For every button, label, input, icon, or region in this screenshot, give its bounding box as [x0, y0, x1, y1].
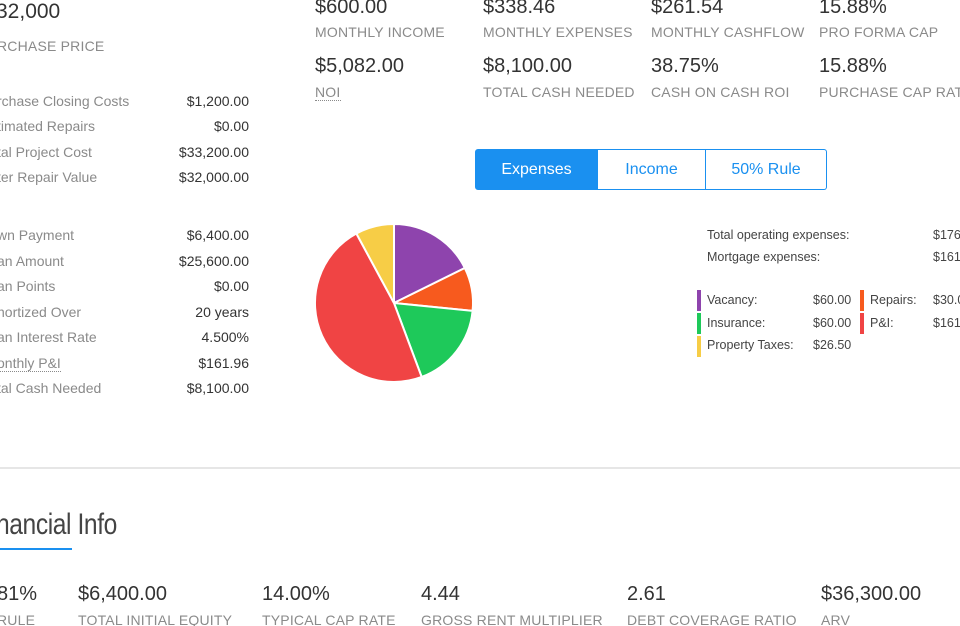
vacancy-legend-swatch [697, 290, 701, 311]
repairs-legend-swatch [860, 290, 864, 311]
monthly-income-value: $600.00 [315, 0, 388, 18]
property-taxes-legend-label: Property Taxes: [707, 338, 794, 352]
purchase-cap-rate-value: 15.88% [819, 55, 887, 77]
loan-points-label: an Points [0, 278, 56, 294]
purchase-price-value: 32,000 [0, 0, 61, 23]
noi-label[interactable]: NOI [315, 84, 341, 101]
after-repair-value-label: ter Repair Value [0, 169, 98, 185]
cash-on-cash-roi-value: 38.75% [651, 55, 719, 77]
vacancy-legend-value: $60.00 [813, 293, 852, 307]
total-operating-expenses-value: $176 [933, 228, 960, 242]
after-repair-value-value: $32,000.00 [178, 169, 249, 185]
debt-coverage-ratio-label: DEBT COVERAGE RATIO [627, 612, 797, 626]
estimated-repairs-label: timated Repairs [0, 118, 96, 134]
monthly-pi-value: $161.96 [198, 355, 249, 371]
purchase-cap-rate-label: PURCHASE CAP RATE [819, 84, 960, 100]
loan-interest-rate-label: an Interest Rate [0, 329, 97, 345]
typical-cap-rate-value: 14.00% [262, 583, 330, 605]
pro-forma-cap-label: PRO FORMA CAP [819, 24, 939, 40]
vacancy-legend-label: Vacancy: [707, 293, 758, 307]
cash-on-cash-roi-label[interactable]: CASH ON CASH ROI [651, 84, 790, 100]
rule-label: RULE [0, 612, 36, 626]
total-project-cost-value: $33,200.00 [178, 144, 249, 160]
loan-points-value: $0.00 [213, 278, 249, 294]
insurance-legend-value: $60.00 [813, 316, 852, 330]
loan-interest-rate-value: 4.500% [201, 329, 249, 345]
pi-legend-label: P&I: [870, 316, 894, 330]
monthly-cashflow-value: $261.54 [651, 0, 724, 18]
debt-coverage-ratio-value: 2.61 [627, 583, 666, 605]
total-operating-expenses-label: Total operating expenses: [707, 228, 850, 242]
total-initial-equity-value: $6,400.00 [78, 583, 167, 605]
pie-slice-vacancy[interactable] [393, 222, 467, 305]
estimated-repairs-value: $0.00 [213, 118, 249, 134]
closing-costs-label: rchase Closing Costs [0, 93, 130, 109]
noi-value: $5,082.00 [315, 55, 404, 77]
pro-forma-cap-value: 15.88% [819, 0, 887, 18]
section-divider [0, 467, 960, 469]
typical-cap-rate-label: TYPICAL CAP RATE [262, 612, 396, 626]
monthly-cashflow-label: MONTHLY CASHFLOW [651, 24, 805, 40]
repairs-legend-label: Repairs: [870, 293, 917, 307]
total-cash-needed-row-label: tal Cash Needed [0, 380, 102, 396]
gross-rent-multiplier-value: 4.44 [421, 583, 460, 605]
heading-underline [0, 548, 72, 550]
tab-income[interactable]: Income [598, 149, 706, 190]
insurance-legend-label: Insurance: [707, 316, 766, 330]
arv-label: ARV [821, 612, 851, 626]
amortized-over-label: nortized Over [0, 304, 82, 320]
financial-info-heading: nancial Info [0, 508, 117, 541]
insurance-legend-swatch [697, 313, 701, 334]
pie-slice-property-taxes[interactable] [355, 222, 395, 304]
purchase-price-label: RCHASE PRICE [0, 38, 105, 54]
expenses-pie-chart [313, 222, 474, 384]
monthly-expenses-label: MONTHLY EXPENSES [483, 24, 633, 40]
monthly-pi-label[interactable]: onthly P&I [0, 355, 61, 372]
total-initial-equity-label: TOTAL INITIAL EQUITY [78, 612, 233, 626]
chart-tabs: Expenses Income 50% Rule [475, 149, 827, 190]
rule-value: 81% [0, 583, 38, 605]
tab-expenses[interactable]: Expenses [475, 149, 598, 190]
tab-50-rule[interactable]: 50% Rule [706, 149, 827, 190]
arv-value: $36,300.00 [821, 583, 922, 605]
repairs-legend-value: $30.0 [933, 293, 960, 307]
amortized-over-value: 20 years [195, 304, 249, 320]
total-cash-needed-label: TOTAL CASH NEEDED [483, 84, 635, 100]
total-project-cost-label: tal Project Cost [0, 144, 92, 160]
pi-legend-value: $161 [933, 316, 960, 330]
monthly-expenses-value: $338.46 [483, 0, 556, 18]
loan-amount-label: an Amount [0, 253, 64, 269]
gross-rent-multiplier-label: GROSS RENT MULTIPLIER [421, 612, 603, 626]
pie-slice-p-i[interactable] [313, 232, 423, 384]
total-cash-needed-row-value: $8,100.00 [186, 380, 249, 396]
total-cash-needed-value: $8,100.00 [483, 55, 572, 77]
mortgage-expenses-value: $161 [933, 250, 960, 264]
pie-slice-insurance[interactable] [392, 301, 474, 379]
closing-costs-value: $1,200.00 [186, 93, 249, 109]
down-payment-value: $6,400.00 [186, 227, 249, 243]
down-payment-label: wn Payment [0, 227, 75, 243]
monthly-income-label: MONTHLY INCOME [315, 24, 445, 40]
property-taxes-legend-value: $26.50 [813, 338, 852, 352]
property-taxes-legend-swatch [697, 336, 701, 357]
loan-amount-value: $25,600.00 [178, 253, 249, 269]
pi-legend-swatch [860, 313, 864, 334]
mortgage-expenses-label: Mortgage expenses: [707, 250, 821, 264]
